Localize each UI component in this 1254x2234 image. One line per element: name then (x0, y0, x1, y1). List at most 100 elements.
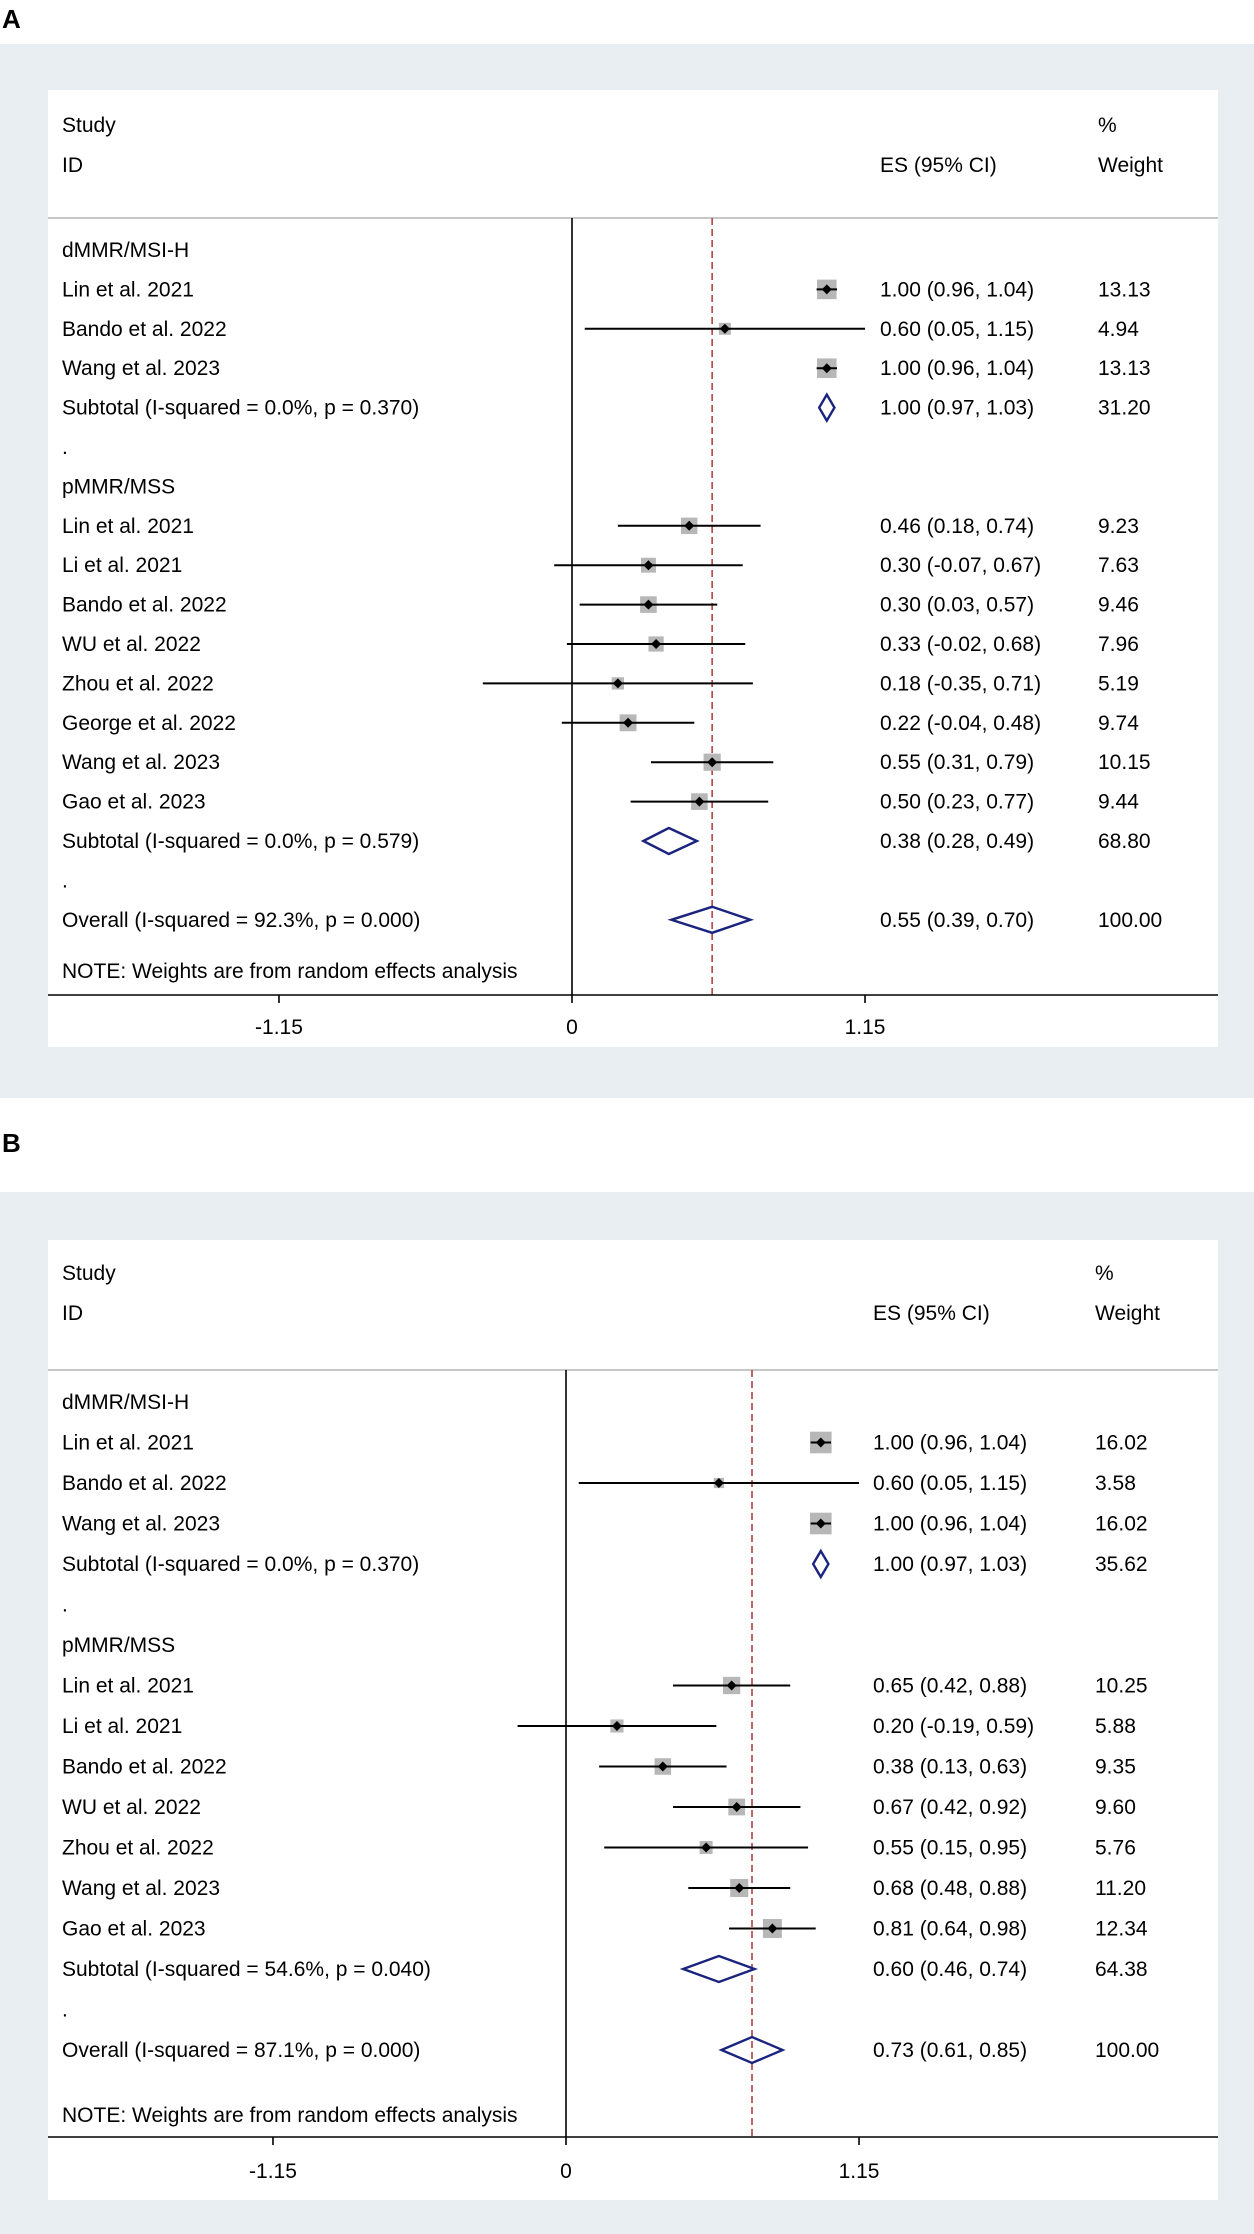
pa-x-tick-label-1: 0 (566, 1016, 578, 1039)
pa-row-15-weight-text: 68.80 (1098, 830, 1151, 853)
pb-row-8-weight-text: 5.88 (1095, 1715, 1136, 1738)
pa-row-10-weight-text: 7.96 (1098, 633, 1139, 656)
pb-row-2-point (713, 1478, 724, 1488)
pa-row-1-weight-text: 13.13 (1098, 278, 1151, 301)
pa-note: NOTE: Weights are from random effects an… (62, 960, 518, 983)
forest-plot-a: Study ID ES (95% CI)% Weight dMMR/MSI-H Lin e… (48, 90, 1218, 1047)
pb-row-16-es-text: 0.73 (0.61, 0.85) (873, 2039, 1027, 2062)
pa-row-13-es-text: 0.55 (0.31, 0.79) (880, 751, 1034, 774)
pa-row-11-es-text: 0.18 (-0.35, 0.71) (880, 672, 1041, 695)
pa-row-7-point (684, 520, 695, 531)
pb-row-1-point (815, 1437, 826, 1448)
pa-row-8-es-text: 0.30 (-0.07, 0.67) (880, 554, 1041, 577)
pb-row-3-point (815, 1518, 826, 1529)
pb-row-14-es-text: 0.60 (0.46, 0.74) (873, 1958, 1027, 1981)
pb-note: NOTE: Weights are from random effects an… (62, 2104, 518, 2127)
pa-row-8-label: Li et al. 2021 (62, 554, 182, 577)
pb-row-7-weight-text: 10.25 (1095, 1675, 1148, 1698)
pa-row-4-es-text: 1.00 (0.97, 1.03) (880, 397, 1034, 420)
pa-row-9-label: Bando et al. 2022 (62, 594, 227, 617)
forest-plot-b-svg: Study ID ES (95% CI)% Weight dMMR/MSI-H Lin e… (48, 1262, 1218, 2183)
pb-row-8-label: Li et al. 2021 (62, 1715, 182, 1738)
pa-row-17-es-text: 0.55 (0.39, 0.70) (880, 909, 1034, 932)
pa-row-14-point (694, 796, 705, 807)
pb-row-12-weight-text: 11.20 (1095, 1877, 1146, 1900)
pa-row-15-diamond (640, 826, 700, 856)
pa-row-3-label: Wang et al. 2023 (62, 357, 220, 380)
pb-row-5-label: . (62, 1594, 68, 1617)
pb-row-1-es-text: 1.00 (0.96, 1.04) (873, 1432, 1027, 1455)
pb-row-1-label: Lin et al. 2021 (62, 1432, 194, 1455)
pb-row-10-es-text: 0.67 (0.42, 0.92) (873, 1796, 1027, 1819)
forest-plot-b: Study ID ES (95% CI)% Weight dMMR/MSI-H Lin e… (48, 1240, 1218, 2200)
pb-row-13-weight-text: 12.34 (1095, 1918, 1148, 1941)
pb-row-3-label: Wang et al. 2023 (62, 1513, 220, 1536)
pb-row-3-weight-text: 16.02 (1095, 1513, 1148, 1536)
pa-row-2-point (719, 323, 730, 334)
pa-row-10-es-text: 0.33 (-0.02, 0.68) (880, 633, 1041, 656)
pa-row-4-diamond (817, 392, 836, 423)
pa-row-7-weight-text: 9.23 (1098, 515, 1139, 538)
pa-row-7-label: Lin et al. 2021 (62, 515, 194, 538)
pb-row-8-es-text: 0.20 (-0.19, 0.59) (873, 1715, 1034, 1738)
pb-row-4-diamond (811, 1548, 830, 1580)
pa-row-8-weight-text: 7.63 (1098, 554, 1139, 577)
pa-row-12-es-text: 0.22 (-0.04, 0.48) (880, 712, 1041, 735)
pa-x-tick-label-2: 1.15 (845, 1016, 886, 1039)
pb-row-9-label: Bando et al. 2022 (62, 1756, 227, 1779)
pb-header-es: ES (95% CI) (873, 1302, 990, 1325)
pa-x-tick-label-0: -1.15 (255, 1016, 303, 1039)
pb-row-10-weight-text: 9.60 (1095, 1796, 1136, 1819)
pa-row-11-weight-text: 5.19 (1098, 672, 1139, 695)
pb-row-4-label: Subtotal (I-squared = 0.0%, p = 0.370) (62, 1553, 419, 1576)
pb-header-weight: Weight (1095, 1302, 1160, 1325)
pa-row-13-label: Wang et al. 2023 (62, 751, 220, 774)
pb-row-11-label: Zhou et al. 2022 (62, 1837, 214, 1860)
panel-label-a: A (2, 4, 21, 34)
pa-row-17-diamond (667, 905, 755, 935)
pb-row-4-es-text: 1.00 (0.97, 1.03) (873, 1553, 1027, 1576)
pa-row-4-label: Subtotal (I-squared = 0.0%, p = 0.370) (62, 397, 419, 420)
pa-row-2-label: Bando et al. 2022 (62, 318, 227, 341)
pb-row-10-point (731, 1802, 742, 1812)
pb-row-12-label: Wang et al. 2023 (62, 1877, 220, 1900)
pa-row-7-es-text: 0.46 (0.18, 0.74) (880, 515, 1034, 538)
pb-row-13-label: Gao et al. 2023 (62, 1918, 206, 1941)
pa-row-2-es-text: 0.60 (0.05, 1.15) (880, 318, 1034, 341)
pa-header-es: ES (95% CI) (880, 154, 997, 177)
pb-row-2-label: Bando et al. 2022 (62, 1472, 227, 1495)
pb-x-tick-label-0: -1.15 (249, 2160, 297, 2183)
pa-row-1-point (821, 284, 832, 295)
pa-row-12-label: George et al. 2022 (62, 712, 236, 735)
pa-row-14-es-text: 0.50 (0.23, 0.77) (880, 791, 1034, 814)
pb-x-tick-label-1: 0 (560, 2160, 572, 2183)
pb-row-9-weight-text: 9.35 (1095, 1756, 1136, 1779)
pb-x-tick-label-2: 1.15 (839, 2160, 880, 2183)
pb-row-13-es-text: 0.81 (0.64, 0.98) (873, 1918, 1027, 1941)
pa-row-10-point (651, 639, 662, 649)
pb-row-16-weight-text: 100.00 (1095, 2039, 1159, 2062)
pb-row-16-label: Overall (I-squared = 87.1%, p = 0.000) (62, 2039, 420, 2062)
pb-row-6-label: pMMR/MSS (62, 1634, 175, 1657)
pb-header-pct: % (1095, 1262, 1114, 1285)
pa-row-6-label: pMMR/MSS (62, 475, 175, 498)
pa-row-14-label: Gao et al. 2023 (62, 791, 206, 814)
pa-row-3-weight-text: 13.13 (1098, 357, 1151, 380)
pa-header-pct: % (1098, 114, 1117, 137)
pb-row-11-weight-text: 5.76 (1095, 1837, 1136, 1860)
pb-row-8-point (611, 1721, 622, 1731)
pa-row-5-label: . (62, 436, 68, 459)
pa-row-17-weight-text: 100.00 (1098, 909, 1162, 932)
pa-row-11-label: Zhou et al. 2022 (62, 672, 214, 695)
pa-row-4-weight-text: 31.20 (1098, 397, 1151, 420)
pb-row-7-label: Lin et al. 2021 (62, 1675, 194, 1698)
pa-row-1-label: Lin et al. 2021 (62, 278, 194, 301)
pb-row-7-es-text: 0.65 (0.42, 0.88) (873, 1675, 1027, 1698)
pb-row-11-es-text: 0.55 (0.15, 0.95) (873, 1837, 1027, 1860)
pb-row-0-label: dMMR/MSI-H (62, 1391, 189, 1414)
panel-label-b: B (2, 1128, 21, 1158)
pa-row-15-es-text: 0.38 (0.28, 0.49) (880, 830, 1034, 853)
pa-row-11-point (612, 678, 623, 689)
pb-row-3-es-text: 1.00 (0.96, 1.04) (873, 1513, 1027, 1536)
pa-row-9-point (643, 599, 654, 610)
